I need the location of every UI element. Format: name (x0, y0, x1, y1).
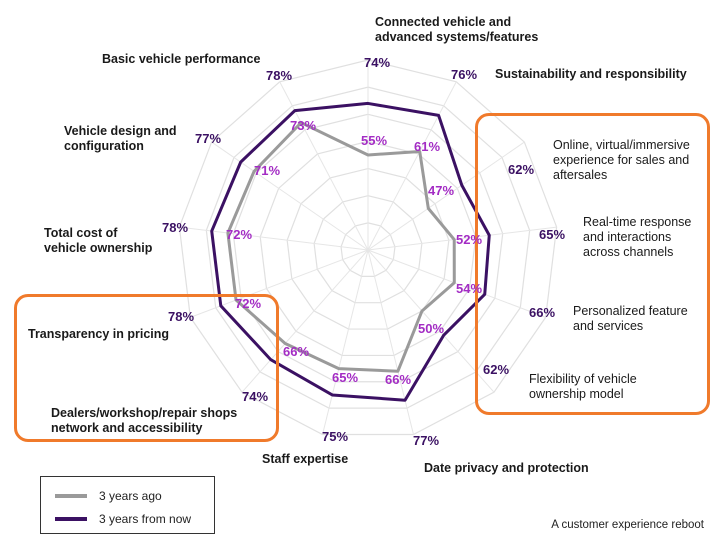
axis-label-personalized-feature: Personalized feature and services (573, 304, 688, 333)
legend-item-past: 3 years ago (55, 489, 162, 503)
value-future-8: 74% (242, 389, 269, 404)
value-future-12: 78% (266, 68, 293, 83)
axis-label-total-cost: Total cost of vehicle ownership (44, 226, 153, 255)
value-past-12: 73% (290, 118, 317, 133)
axis-label-sustainability: Sustainability and responsibility (495, 67, 687, 81)
grid-ring-3 (286, 167, 450, 330)
axis-label-flexibility-ownership: Flexibility of vehicle ownership model (529, 372, 637, 401)
axis-label-data-privacy: Date privacy and protection (424, 461, 589, 475)
legend-label-future: 3 years from now (99, 512, 192, 526)
value-past-11: 71% (254, 163, 281, 178)
value-future-0: 74% (364, 55, 391, 70)
value-past-8: 66% (283, 344, 310, 359)
value-past-6: 66% (385, 372, 412, 387)
value-past-1: 61% (414, 139, 441, 154)
legend-item-future: 3 years from now (55, 512, 191, 526)
grid-spoke-1 (367, 81, 457, 251)
grid-spoke-8 (241, 249, 369, 393)
series-line-future (210, 101, 491, 402)
value-past-4: 54% (456, 281, 483, 296)
axis-label-real-time-response: Real-time response and interactions acro… (583, 215, 692, 259)
value-past-3: 52% (456, 232, 483, 247)
series-line-past (226, 121, 456, 373)
highlight-box-left (14, 294, 279, 442)
grid-ring-7 (178, 59, 558, 436)
value-future-4: 66% (529, 305, 556, 320)
grid-ring-5 (232, 113, 504, 383)
axis-label-staff-expertise: Staff expertise (262, 452, 349, 466)
value-past-0: 55% (361, 133, 388, 148)
legend-swatch-past (55, 494, 87, 498)
axis-label-basic-performance: Basic vehicle performance (102, 52, 261, 66)
highlight-box-right (475, 113, 710, 415)
grid-spoke-2 (367, 141, 525, 251)
value-future-7: 75% (322, 429, 349, 444)
grid-spoke-7 (322, 249, 369, 435)
value-future-6: 77% (413, 433, 440, 448)
legend-label-past: 3 years ago (99, 489, 162, 503)
value-past-2: 47% (428, 183, 455, 198)
value-future-9: 78% (168, 309, 195, 324)
radar-grid (178, 59, 558, 436)
legend: 3 years ago 3 years from now (40, 476, 215, 534)
value-past-10: 72% (226, 227, 253, 242)
value-past-7: 65% (332, 370, 359, 385)
grid-ring-2 (313, 195, 423, 304)
axis-label-transparency-pricing: Transparency in pricing (28, 327, 170, 341)
axis-label-dealers-network: Dealers/workshop/repair shops network an… (51, 406, 238, 435)
value-future-1: 76% (451, 67, 478, 82)
value-past-5: 50% (418, 321, 445, 336)
grid-ring-1 (340, 222, 396, 277)
grid-spoke-3 (367, 226, 557, 251)
value-future-10: 78% (162, 220, 189, 235)
axis-label-online-experience: Online, virtual/immersive experience for… (553, 138, 690, 182)
grid-ring-4 (259, 140, 477, 357)
radar-series (210, 101, 491, 402)
grid-spoke-6 (367, 249, 414, 435)
grid-ring-6 (205, 86, 531, 409)
value-future-11: 77% (195, 131, 222, 146)
axis-label-vehicle-design: Vehicle design and configuration (64, 124, 177, 153)
value-future-2: 62% (508, 162, 535, 177)
value-future-5: 62% (483, 362, 510, 377)
grid-spoke-5 (367, 249, 495, 393)
source-caption: A customer experience reboot (551, 519, 704, 531)
value-future-3: 65% (539, 227, 566, 242)
grid-spoke-4 (367, 249, 546, 318)
axis-label-connected-vehicle: Connected vehicle and advanced systems/f… (375, 15, 539, 44)
grid-spoke-11 (211, 141, 369, 251)
legend-swatch-future (55, 517, 87, 521)
value-past-9: 72% (235, 296, 262, 311)
